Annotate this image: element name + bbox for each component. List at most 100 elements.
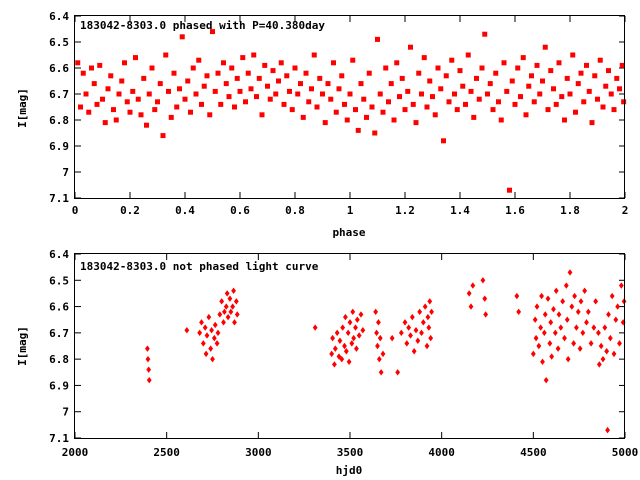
phased-x-tick-label: 0.6	[230, 204, 250, 217]
data-point	[201, 83, 207, 89]
data-point	[509, 78, 515, 84]
data-point	[430, 94, 435, 100]
data-point	[573, 109, 578, 115]
data-point	[512, 101, 518, 107]
data-point	[309, 86, 314, 92]
data-point	[480, 277, 486, 284]
data-point	[336, 353, 342, 360]
data-point	[208, 345, 214, 352]
data-point	[311, 52, 317, 58]
data-point	[607, 334, 613, 342]
data-point	[584, 62, 589, 68]
data-point	[504, 88, 510, 94]
unphased-y-tick-label: 6.5	[49, 274, 69, 287]
data-point	[427, 298, 433, 305]
data-point	[333, 109, 339, 115]
unphased-y-tick-label: 6.9	[49, 379, 69, 392]
data-point	[332, 345, 338, 352]
data-point	[586, 88, 592, 94]
data-point	[432, 112, 438, 118]
data-point	[369, 104, 375, 110]
data-point	[354, 345, 359, 352]
data-point	[391, 117, 397, 123]
data-point	[389, 334, 395, 342]
phased-y-tick-label: 7.1	[49, 192, 69, 205]
data-point	[334, 329, 340, 337]
data-point	[514, 292, 520, 300]
data-point	[611, 107, 617, 113]
phased-x-axis-label: phase	[332, 226, 365, 239]
data-point	[422, 303, 428, 310]
data-point	[564, 75, 570, 81]
data-point	[351, 334, 357, 342]
data-point	[479, 65, 485, 71]
data-point	[611, 350, 617, 358]
data-point	[596, 361, 602, 368]
data-point	[621, 99, 627, 105]
phased-x-tick-label: 0	[72, 204, 79, 217]
data-point	[518, 94, 523, 100]
data-point	[171, 70, 177, 76]
data-point	[523, 112, 529, 118]
data-point	[144, 122, 149, 128]
data-point	[149, 65, 155, 71]
phased-x-tick-label: 1	[347, 204, 354, 217]
data-point	[424, 104, 430, 110]
data-point	[562, 334, 567, 342]
data-point	[482, 295, 488, 302]
data-point	[585, 308, 591, 316]
data-point	[411, 348, 417, 355]
data-point	[312, 324, 318, 331]
data-point	[405, 88, 411, 94]
data-point	[227, 295, 233, 302]
data-point	[556, 311, 562, 318]
data-point	[361, 96, 367, 102]
data-point	[193, 91, 199, 97]
data-point	[376, 355, 382, 363]
data-point	[168, 114, 174, 120]
data-point	[97, 62, 103, 68]
data-point	[223, 303, 229, 310]
data-point	[358, 81, 364, 87]
data-point	[603, 83, 609, 89]
data-point	[116, 91, 122, 97]
data-point	[80, 70, 86, 76]
data-point	[340, 324, 346, 331]
unphased-y-tick-label: 7	[62, 406, 69, 419]
unphased-data-points	[145, 269, 627, 434]
data-point	[406, 324, 412, 331]
data-point	[86, 109, 92, 115]
phased-y-tick-label: 6.5	[49, 36, 69, 49]
data-point	[200, 340, 206, 347]
data-point	[343, 348, 349, 355]
data-point	[575, 308, 581, 316]
data-point	[605, 426, 610, 434]
data-point	[565, 355, 571, 363]
data-point	[617, 340, 622, 347]
data-point	[597, 57, 603, 63]
data-point	[78, 104, 83, 110]
phased-y-tick-label: 6.7	[49, 88, 69, 101]
data-point	[141, 75, 147, 81]
data-point	[113, 117, 119, 123]
data-point	[91, 81, 97, 87]
data-point	[402, 319, 408, 326]
data-point	[222, 308, 227, 316]
data-point	[569, 303, 575, 310]
data-point	[185, 78, 191, 84]
data-point	[207, 112, 213, 118]
data-point	[551, 86, 556, 92]
data-point	[443, 73, 449, 79]
data-point	[262, 62, 268, 68]
data-point	[555, 345, 561, 352]
phased-x-tick-label: 1.2	[395, 204, 415, 217]
data-point	[228, 308, 234, 316]
data-point	[600, 104, 606, 110]
data-point	[177, 86, 182, 92]
data-point	[413, 327, 419, 334]
data-point	[429, 308, 434, 316]
data-point	[284, 73, 290, 79]
data-point	[380, 350, 386, 358]
data-point	[578, 70, 584, 76]
data-point	[539, 292, 544, 300]
